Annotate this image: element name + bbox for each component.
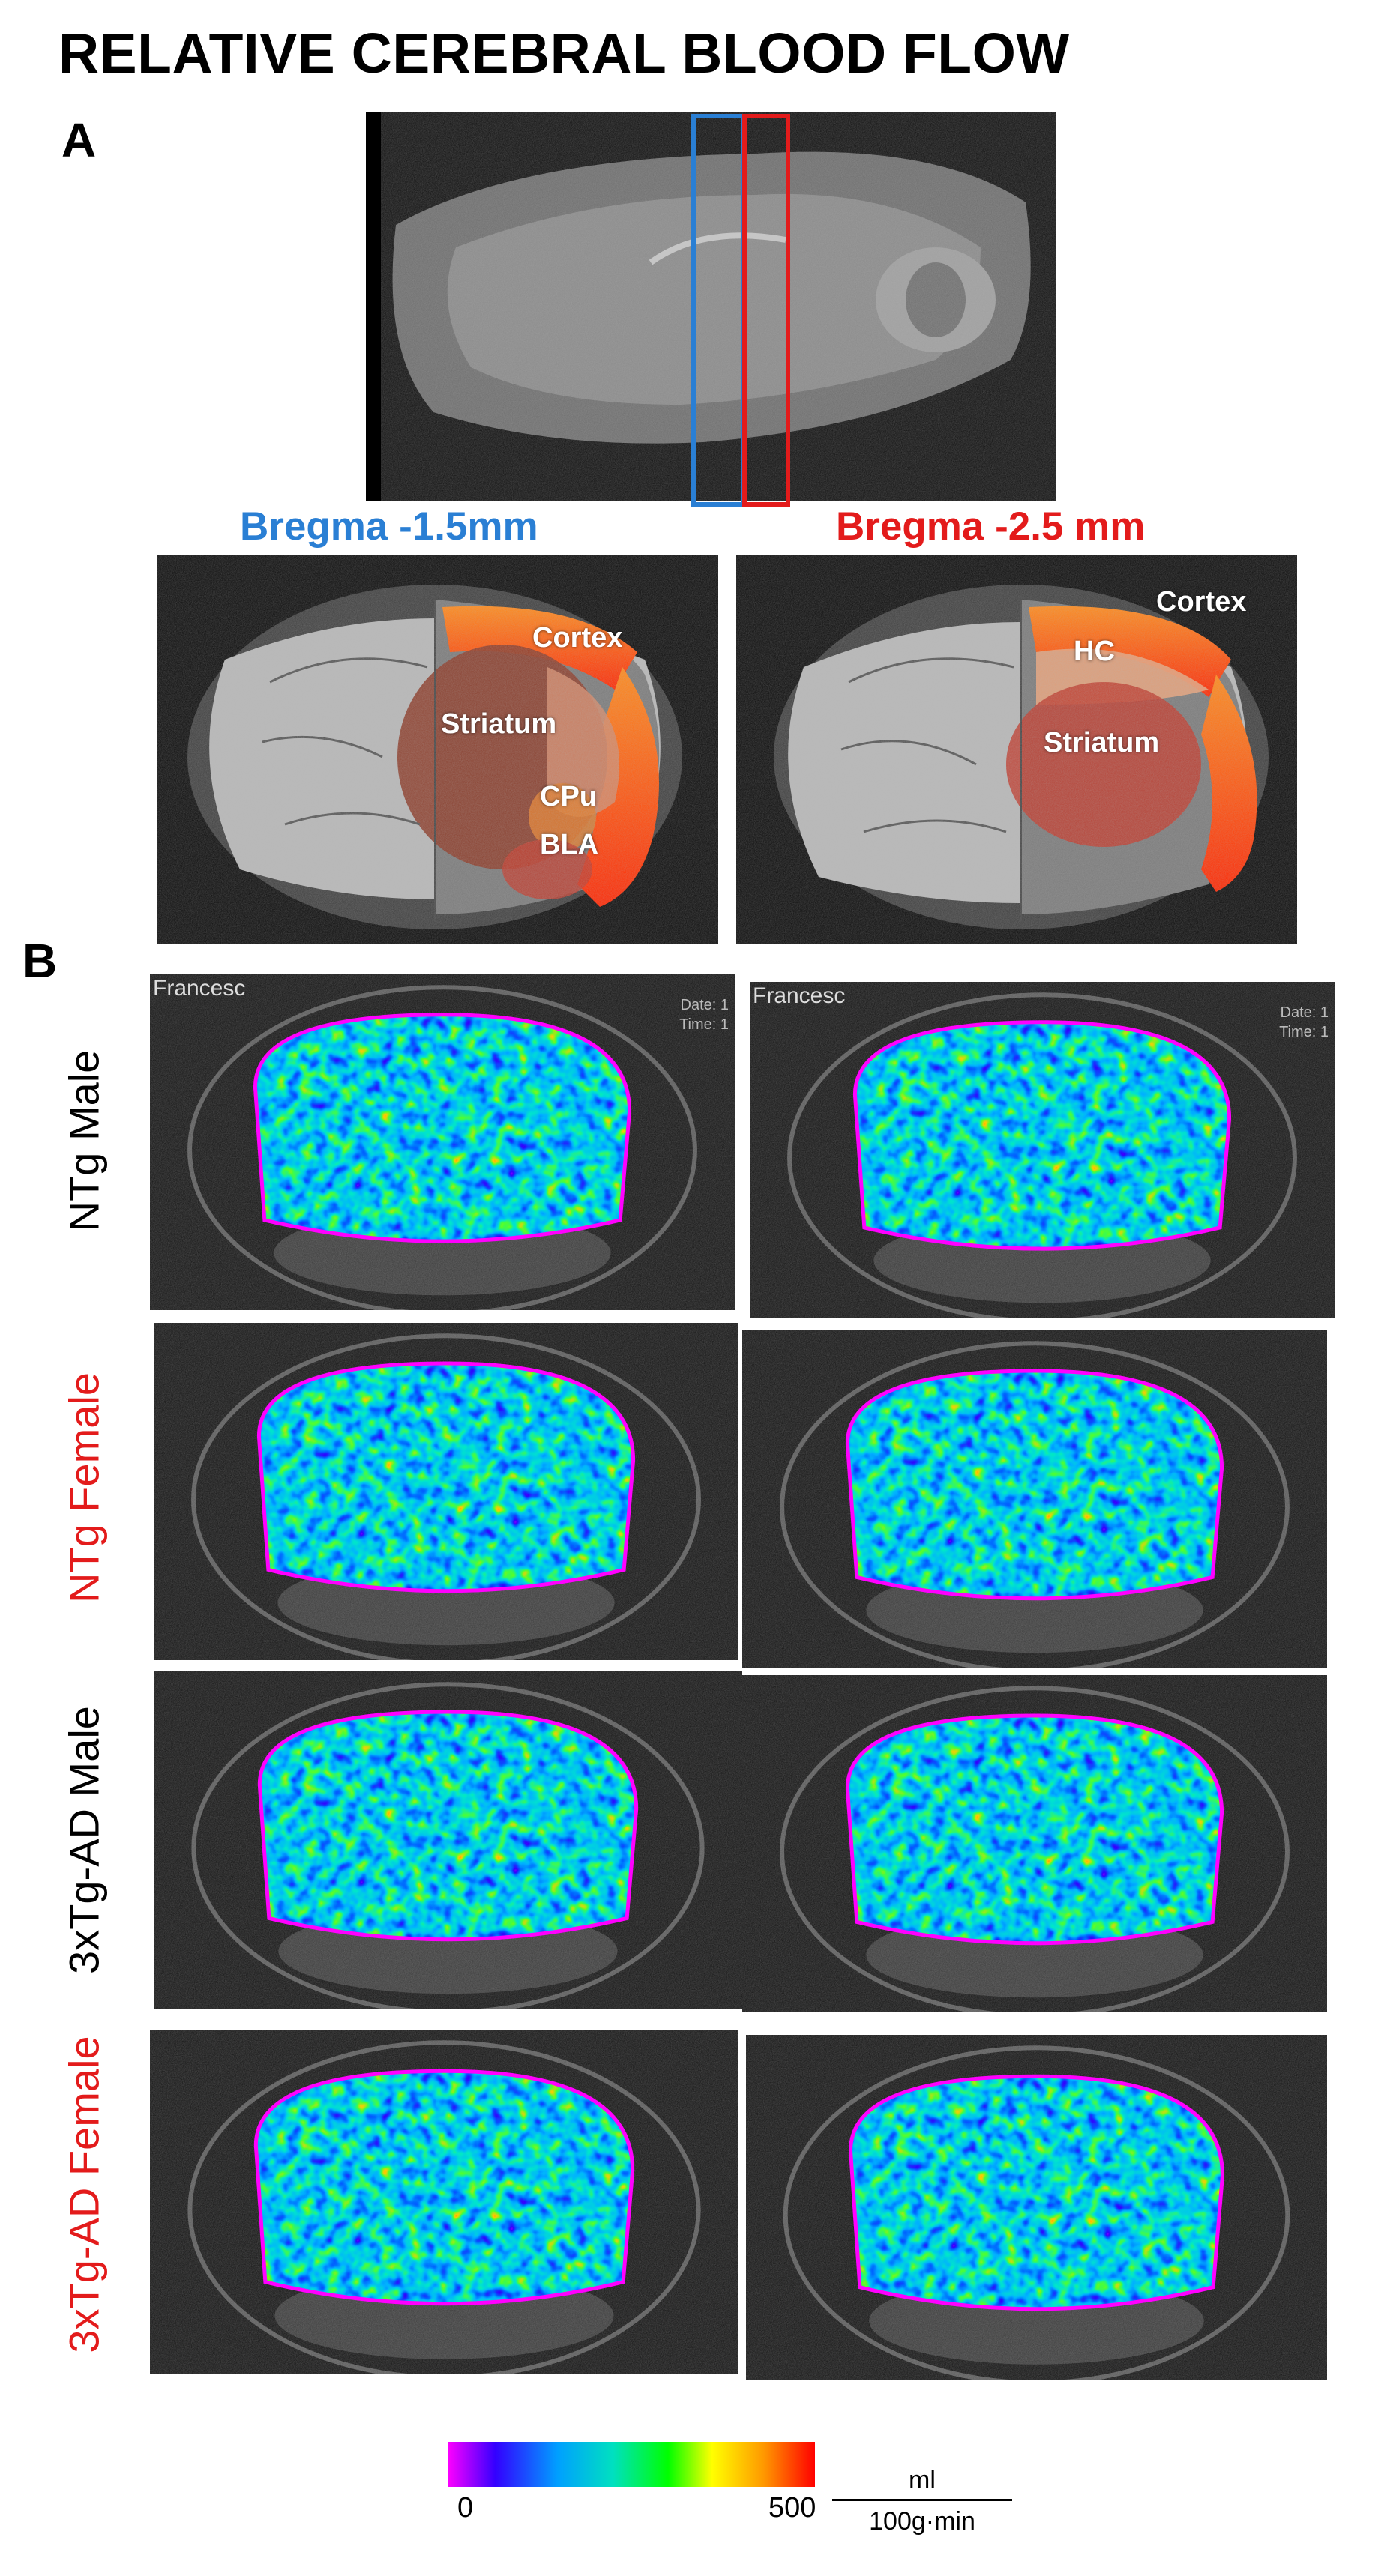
unit-numerator: ml <box>909 2466 936 2494</box>
cbf-map-tile <box>742 1330 1327 1668</box>
scanner-date-text: Date: 1 <box>680 997 729 1013</box>
cbf-map-tile <box>150 2030 738 2374</box>
region-label: Cortex <box>1156 586 1247 618</box>
unit-fraction-line <box>832 2499 1012 2501</box>
cbf-map-tile <box>742 1675 1327 2012</box>
colorbar-min-label: 0 <box>457 2492 474 2524</box>
row-label: 3xTg-AD Male <box>60 1706 108 1974</box>
cbf-map-tile <box>154 1671 742 2009</box>
region-label: BLA <box>540 829 599 860</box>
scanner-time-text: Time: 1 <box>679 1016 729 1033</box>
scanner-name-text: Francesc <box>153 976 246 1001</box>
coronal-atlas-left: Cortex Striatum CPu BLA <box>157 555 718 944</box>
bregma-2-5-slice-box <box>742 114 790 507</box>
region-label: CPu <box>540 781 597 812</box>
row-label: 3xTg-AD Female <box>60 2036 108 2353</box>
region-label: Striatum <box>441 708 557 740</box>
region-label: Striatum <box>1044 727 1160 758</box>
bregma-left-label: Bregma -1.5mm <box>240 504 538 549</box>
bregma-1-5-slice-box <box>691 114 745 507</box>
cbf-map-tile: Francesc Date: 1 Time: 1 <box>750 982 1335 1318</box>
cbf-map-tile: Francesc Date: 1 Time: 1 <box>150 974 735 1310</box>
colorbar <box>448 2442 815 2487</box>
colorbar-max-label: 500 <box>768 2492 816 2524</box>
bregma-right-label: Bregma -2.5 mm <box>836 504 1146 549</box>
cbf-map-tile <box>154 1323 738 1660</box>
cbf-map-tile <box>746 2035 1327 2380</box>
panel-b-label: B <box>22 934 58 988</box>
coronal-atlas-right: Cortex HC Striatum <box>736 555 1297 944</box>
scanner-time-text: Time: 1 <box>1279 1024 1329 1040</box>
row-label: NTg Male <box>60 1049 108 1232</box>
figure-title: RELATIVE CEREBRAL BLOOD FLOW <box>58 22 1070 85</box>
scanner-name-text: Francesc <box>753 983 846 1008</box>
row-label: NTg Female <box>60 1372 108 1604</box>
panel-a-label: A <box>61 113 97 167</box>
region-label: Cortex <box>532 622 623 654</box>
scanner-date-text: Date: 1 <box>1280 1004 1329 1021</box>
unit-denominator: 100g·min <box>869 2507 975 2536</box>
region-label: HC <box>1074 636 1115 667</box>
sagittal-mri-image <box>366 112 1056 501</box>
